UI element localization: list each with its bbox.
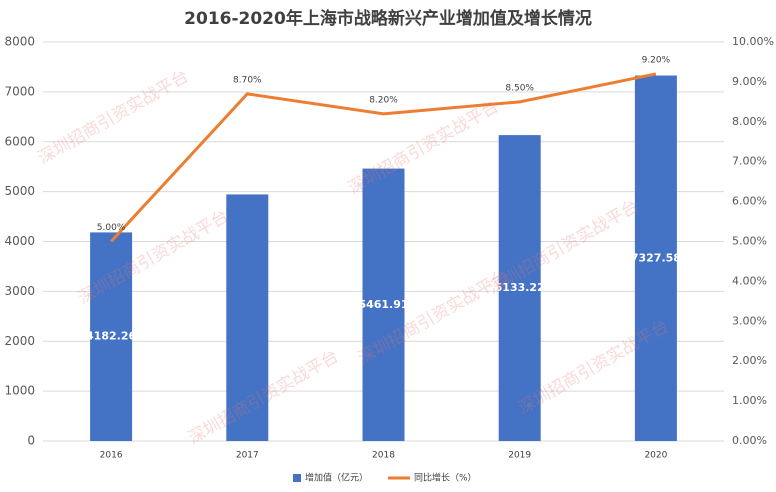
y2-tick-label: 9.00% [732,75,767,88]
y-tick-label: 2000 [4,334,35,348]
y-tick-label: 3000 [4,284,35,298]
x-tick-label: 2016 [100,451,123,461]
y2-tick-label: 6.00% [732,195,767,208]
line-value-label: 8.50% [505,83,534,93]
bar [90,232,133,441]
bar [226,194,269,441]
y-tick-label: 5000 [4,184,35,198]
y2-tick-label: 3.00% [732,314,767,327]
y-tick-label: 0 [27,434,35,448]
y2-tick-label: 8.00% [732,115,767,128]
line-value-label: 8.70% [233,75,262,85]
y-tick-label: 8000 [4,35,35,49]
y-tick-label: 7000 [4,84,35,98]
y2-tick-label: 7.00% [732,155,767,168]
y2-tick-label: 0.00% [732,434,767,447]
x-tick-label: 2017 [236,451,259,461]
bar-value-label: 6133.22 [495,281,545,294]
bar-value-label: 7327.58 [631,251,681,264]
chart-title: 2016-2020年上海市战略新兴产业增加值及增长情况 [184,8,592,29]
bar [634,75,677,441]
bar-value-label: 4182.26 [86,330,136,343]
bar [362,168,405,442]
y2-tick-label: 4.00% [732,274,767,287]
y2-tick-label: 5.00% [732,235,767,248]
x-tick-label: 2018 [372,451,395,461]
bar [498,135,541,441]
bar-value-label: 5461.91 [358,298,408,311]
y2-tick-label: 10.00% [732,35,774,48]
watermark: 深圳招商引资实战平台 [35,66,192,168]
y-tick-label: 1000 [4,384,35,398]
legend-swatch [293,474,301,482]
legend-label: 同比增长（%） [414,472,477,484]
line-value-label: 8.20% [369,95,398,105]
legend-label: 增加值（亿元） [305,472,368,484]
line [109,72,657,243]
y-tick-label: 4000 [4,234,35,248]
line-value-label: 5.00% [97,223,126,233]
y-tick-label: 6000 [4,134,35,148]
y2-tick-label: 2.00% [732,354,767,367]
x-tick-label: 2019 [508,451,531,461]
line-value-label: 9.20% [642,55,671,65]
x-tick-label: 2020 [644,451,667,461]
y2-tick-label: 1.00% [732,394,767,407]
